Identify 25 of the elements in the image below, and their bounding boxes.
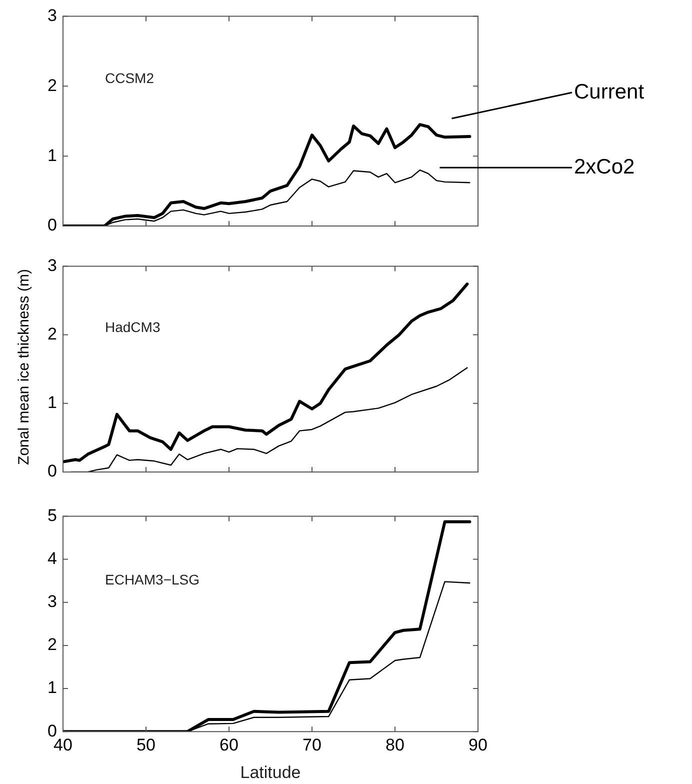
y-tick-label: 0 <box>48 216 57 235</box>
y-tick-label: 5 <box>48 506 57 525</box>
text: ECHAM3−LSG <box>105 572 200 588</box>
y-tick-label: 0 <box>48 462 57 481</box>
y-tick-label: 4 <box>48 548 57 568</box>
x-tick-label: 70 <box>302 735 322 754</box>
x-axis-title: Latitude <box>240 763 301 782</box>
text: HadCM3 <box>105 318 160 335</box>
y-tick-label: 3 <box>48 6 57 25</box>
y-tick-label: 1 <box>48 393 57 412</box>
text: 2xCo2 <box>574 155 635 178</box>
y-tick-label: 1 <box>48 146 57 165</box>
text: Current <box>574 80 644 104</box>
x-tick-label: 60 <box>220 735 238 754</box>
x-tick-label: 80 <box>386 735 404 754</box>
text: CCSM2 <box>105 70 154 86</box>
y-axis-title: Zonal mean ice thickness (m) <box>16 269 32 465</box>
y-tick-label: 1 <box>48 678 57 698</box>
x-tick-label: 50 <box>136 735 156 754</box>
y-tick-label: 3 <box>48 256 57 275</box>
y-tick-label: 3 <box>48 592 57 612</box>
y-tick-label: 2 <box>48 324 57 344</box>
y-tick-label: 2 <box>48 635 57 654</box>
x-tick-label: 90 <box>468 735 488 754</box>
y-tick-label: 2 <box>48 76 57 95</box>
